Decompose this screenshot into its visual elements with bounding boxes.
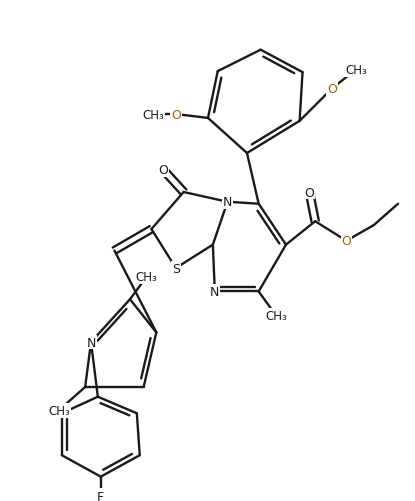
Text: N: N xyxy=(223,196,232,209)
Text: CH₃: CH₃ xyxy=(265,310,287,323)
Text: S: S xyxy=(172,262,180,275)
Text: CH₃: CH₃ xyxy=(345,64,367,77)
Text: O: O xyxy=(171,108,181,121)
Text: CH₃: CH₃ xyxy=(48,404,70,417)
Text: O: O xyxy=(342,235,352,248)
Text: F: F xyxy=(97,489,104,501)
Text: O: O xyxy=(327,83,337,96)
Text: O: O xyxy=(158,164,168,177)
Text: N: N xyxy=(86,336,96,349)
Text: CH₃: CH₃ xyxy=(136,271,157,284)
Text: O: O xyxy=(305,186,314,199)
Text: CH₃: CH₃ xyxy=(142,108,164,121)
Text: N: N xyxy=(210,286,220,298)
